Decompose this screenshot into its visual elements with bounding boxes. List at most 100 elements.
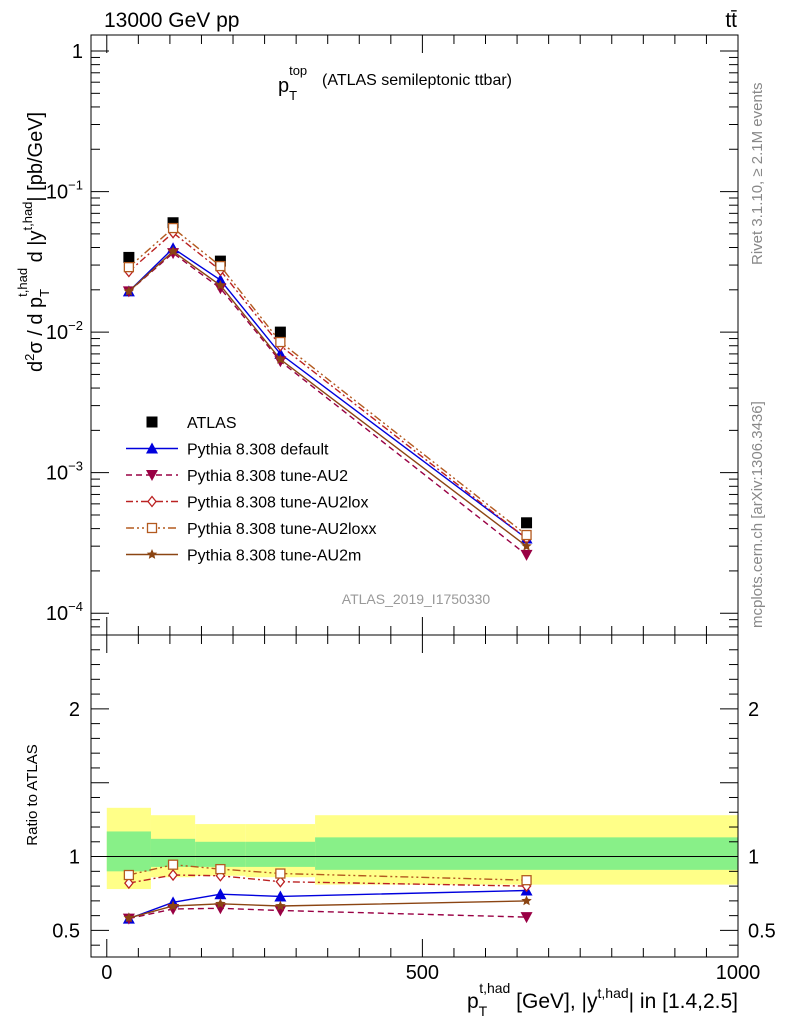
series-line: [128, 227, 527, 536]
ratio-data-point: [123, 912, 135, 923]
series-pythia-8-308-tune-au2loxx: [123, 222, 532, 541]
legend-label: Pythia 8.308 tune-AU2m: [187, 548, 361, 565]
legend-entry: ATLAS: [146, 415, 237, 432]
mcplots-reference-label: mcplots.cern.ch [arXiv:1306.3436]: [749, 401, 766, 628]
ratio-series-pythia-8-308-tune-au2: [122, 903, 533, 925]
ratio-series-pythia-8-308-tune-au2loxx: [123, 859, 532, 886]
legend-label: Pythia 8.308 tune-AU2: [187, 468, 348, 485]
ratio-data-point: [275, 868, 286, 879]
stat-uncertainty-band: [245, 841, 316, 867]
data-point: [275, 336, 286, 348]
ratio-data-point: [521, 875, 532, 886]
ratio-data-point: [275, 900, 286, 911]
main-y-tick-label: 10−2: [46, 318, 83, 344]
ratio-y-tick-label-right: 1: [748, 847, 759, 869]
x-tick-label: 1000: [716, 962, 761, 984]
data-point: [275, 353, 286, 364]
x-tick-label: 500: [406, 962, 439, 984]
series-pythia-8-308-tune-au2: [122, 248, 533, 561]
data-point: [214, 273, 227, 285]
legend-entry: Pythia 8.308 default: [126, 442, 329, 459]
ratio-data-point: [167, 900, 179, 911]
main-y-axis-label: d2σ / d pTt,had d |yt,had| [pb/GeV]: [15, 112, 52, 372]
stat-uncertainty-band: [106, 831, 151, 872]
legend-entry: Pythia 8.308 tune-AU2: [126, 468, 348, 485]
ratio-y-tick-label-left: 0.5: [52, 920, 80, 942]
header-energy-label: 13000 GeV pp: [104, 9, 239, 32]
data-point: [520, 549, 533, 561]
legend-label: Pythia 8.308 tune-AU2lox: [187, 495, 368, 512]
ratio-data-point: [167, 859, 179, 870]
legend-label: Pythia 8.308 default: [187, 442, 329, 459]
title-p: p: [278, 75, 289, 97]
main-plot-frame: [90, 34, 739, 636]
series-pythia-8-308-tune-au2m: [123, 245, 532, 551]
series-line: [128, 231, 527, 540]
ratio-y-tick-labels: 2 2 1 1 0.5 0.5: [52, 699, 776, 943]
legend-marker: [147, 495, 157, 508]
ratio-uncertainty-bands: [106, 807, 738, 890]
ratio-data-point: [521, 895, 532, 906]
ratio-y-tick-label-right: 0.5: [748, 920, 776, 942]
data-point: [167, 222, 179, 234]
rivet-version-label: Rivet 3.1.10, ≥ 2.1M events: [749, 83, 766, 266]
main-series-group: [122, 217, 533, 561]
x-axis-label: pTt,had [GeV], |yt,had| in [1.4,2.5]: [467, 980, 738, 1019]
data-point: [521, 529, 532, 541]
main-plot-title: pTtop: [278, 63, 307, 103]
ratio-data-point: [274, 890, 287, 902]
data-point: [521, 540, 532, 551]
data-point: [215, 260, 226, 272]
data-point: [123, 285, 135, 296]
legend-marker: [146, 416, 158, 428]
ratio-data-point: [520, 912, 533, 924]
data-point: [214, 283, 227, 295]
stat-uncertainty-band: [315, 837, 738, 870]
ratio-series-pythia-8-308-tune-au2m: [123, 895, 532, 923]
ratio-series-group: [122, 859, 533, 925]
data-point: [123, 261, 135, 273]
data-point: [167, 245, 179, 256]
ratio-data-point: [215, 863, 226, 875]
ratio-series-line: [128, 863, 527, 881]
x-tick-label: 0: [101, 962, 112, 984]
ratio-data-point: [123, 869, 135, 881]
ratio-data-point: [274, 905, 287, 917]
legend-marker: [146, 442, 158, 454]
legend-marker: [146, 522, 158, 534]
legend-entry: Pythia 8.308 tune-AU2m: [126, 548, 361, 565]
ratio-data-point: [275, 875, 286, 888]
ratio-y-axis-label: Ratio to ATLAS: [24, 744, 41, 845]
stat-uncertainty-band: [195, 841, 246, 867]
legend-marker: [146, 470, 158, 481]
ratio-y-tick-label-left: 1: [69, 847, 80, 869]
ratio-x-tick-labels: 0 500 1000: [101, 962, 760, 984]
ratio-series-pythia-8-308-default: [122, 884, 533, 924]
ratio-data-point: [214, 888, 227, 900]
legend-label: ATLAS: [187, 415, 237, 432]
legend: ATLAS Pythia 8.308 default Pythia 8.308 tu…: [126, 415, 376, 565]
main-panel: 1 10−1 10−2 10−3 10−4 pTtop (ATLAS semilepto…: [15, 34, 739, 636]
ratio-ticks: [91, 635, 739, 957]
data-point: [215, 279, 226, 290]
main-y-tick-label: 10−4: [46, 599, 83, 625]
ratio-plot-frame: [90, 634, 739, 958]
main-y-tick-label: 1: [72, 41, 83, 63]
ratio-y-tick-label-left: 2: [69, 699, 80, 721]
data-point: [167, 217, 179, 229]
ratio-data-point: [214, 903, 227, 915]
ratio-panel: 2 2 1 1 0.5 0.5 0 500 1000 Ratio to ATLAS pTt,h…: [24, 634, 776, 1019]
header-process-label: tt̄: [725, 9, 737, 32]
ratio-data-point: [124, 877, 134, 890]
title-sub: T: [289, 88, 297, 103]
main-y-ticks: [91, 35, 739, 636]
main-y-tick-label: 10−3: [46, 459, 83, 485]
main-plot-subtitle: (ATLAS semileptonic ttbar): [322, 72, 512, 89]
data-point: [521, 517, 533, 529]
ratio-data-point: [168, 868, 178, 882]
analysis-watermark: ATLAS_2019_I1750330: [342, 591, 491, 607]
ratio-data-point: [215, 898, 226, 909]
main-y-tick-label: 10−1: [46, 178, 83, 204]
main-y-tick-labels: 1 10−1 10−2 10−3 10−4: [46, 41, 83, 625]
